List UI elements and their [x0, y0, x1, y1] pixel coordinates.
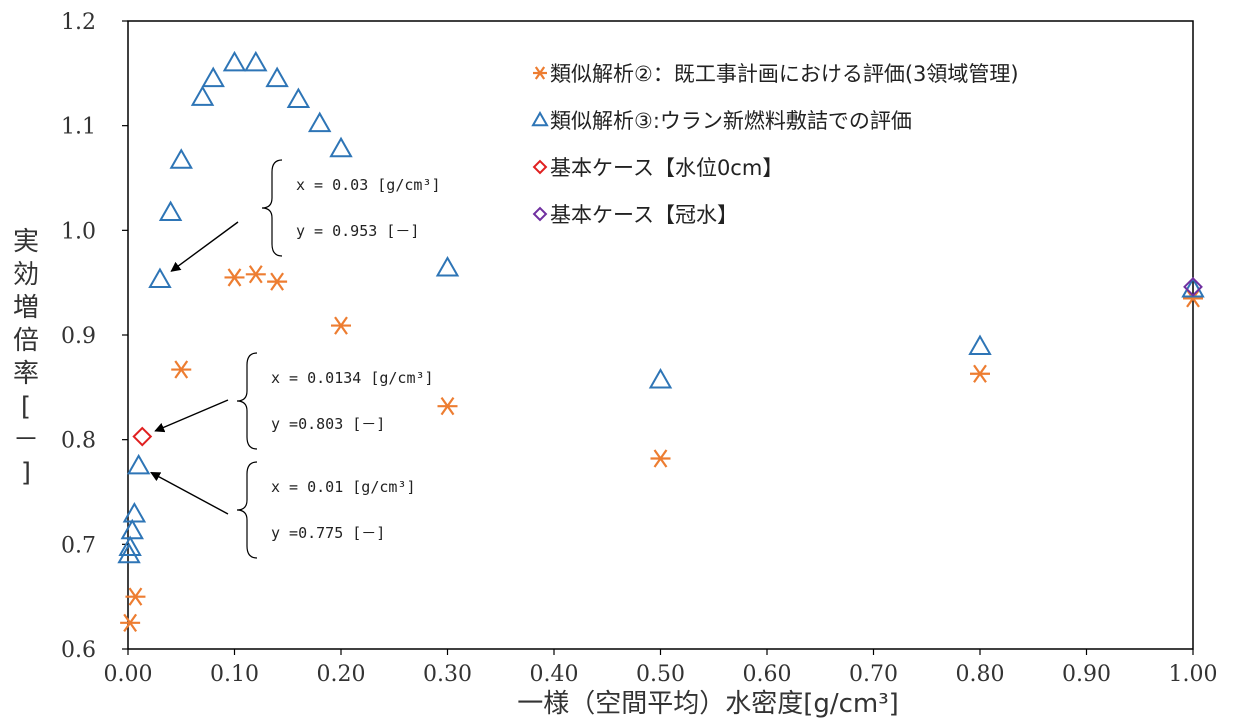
y-tick-label: 1.2: [61, 10, 96, 35]
legend-label: 基本ケース【冠水】: [550, 203, 738, 227]
data-point-diamond: [532, 206, 548, 222]
annotation-text: y = 0.953 [－]: [296, 222, 419, 240]
annotation: x = 0.03 [g/cm³] y = 0.953 [－]: [170, 159, 441, 272]
data-point-triangle: [307, 111, 332, 133]
data-point-triangle: [190, 85, 215, 106]
legend-label: 類似解析②：既工事計画における評価(3領域管理): [550, 62, 1019, 86]
x-tick-label: 0.30: [423, 662, 472, 687]
y-tick-label: 0.7: [61, 533, 96, 558]
y-tick-label: 1.0: [61, 219, 96, 244]
legend-entry: 類似解析②：既工事計画における評価(3領域管理): [533, 62, 1019, 86]
data-point-triangle: [244, 50, 268, 72]
y-tick-label: 0.8: [61, 429, 96, 454]
x-tick-label: 0.40: [530, 662, 579, 687]
data-point-triangle: [968, 334, 992, 356]
data-point-triangle: [118, 535, 142, 556]
series-diamond: [1183, 276, 1203, 297]
data-point-triangle: [158, 200, 183, 222]
annotation-text: y =0.775 [－]: [271, 524, 385, 542]
y-tick-label: 0.9: [61, 324, 96, 349]
series-asterisk: [120, 265, 1203, 632]
data-point-triangle: [148, 267, 172, 289]
x-tick-label: 0.20: [317, 662, 366, 687]
annotation-arrow: [170, 221, 239, 272]
annotation-layer: x = 0.03 [g/cm³] y = 0.953 [－] x = 0.0134 …: [150, 159, 441, 559]
data-point-asterisk: [125, 587, 146, 606]
data-point-asterisk: [437, 397, 458, 416]
series-triangle: [117, 50, 1205, 564]
x-axis-ticks: 0.00 0.10 0.20 0.30 0.40 0.50 0.60 0.70 0.80 0.90…: [104, 649, 1218, 687]
legend-entry: 基本ケース【水位0cm】: [532, 156, 783, 180]
legend-entry: 基本ケース【冠水】: [532, 203, 738, 227]
legend: 類似解析②：既工事計画における評価(3領域管理) 類似解析③:ウラン新燃料敷詰での…: [531, 62, 1019, 227]
y-axis-title: 実効増倍率[－]: [13, 227, 39, 488]
data-point-triangle: [286, 87, 311, 108]
data-point-triangle: [120, 518, 144, 540]
data-point-triangle: [435, 255, 460, 277]
y-axis-ticks: 0.6 0.7 0.8 0.9 1.0 1.1 1.2: [61, 10, 128, 663]
data-point-asterisk: [267, 272, 288, 291]
legend-entry: 類似解析③:ウラン新燃料敷詰での評価: [531, 109, 912, 133]
data-point-diamond: [132, 426, 153, 447]
annotation-arrow: [150, 471, 229, 515]
data-point-triangle: [648, 367, 673, 389]
x-tick-label: 1.00: [1169, 662, 1218, 687]
data-point-asterisk: [533, 66, 547, 80]
data-point-diamond: [532, 159, 548, 175]
data-point-asterisk: [245, 265, 266, 284]
legend-label: 基本ケース【水位0cm】: [550, 156, 783, 180]
legend-label: 類似解析③:ウラン新燃料敷詰での評価: [550, 109, 912, 133]
data-point-triangle: [201, 66, 225, 88]
data-point-triangle: [117, 542, 141, 564]
x-tick-label: 0.60: [743, 662, 792, 687]
x-tick-label: 0.70: [849, 662, 898, 687]
data-point-triangle: [126, 453, 151, 475]
data-point-asterisk: [970, 364, 990, 383]
annotation: x = 0.01 [g/cm³] y =0.775 [－]: [150, 461, 416, 559]
annotation-brace: [236, 461, 258, 559]
annotation-text: x = 0.0134 [g/cm³]: [271, 369, 434, 387]
data-point-triangle: [531, 110, 549, 127]
annotation-text: x = 0.01 [g/cm³]: [271, 478, 416, 496]
x-tick-label: 0.90: [1062, 662, 1111, 687]
annotation-brace: [236, 352, 258, 450]
x-tick-label: 0.80: [956, 662, 1005, 687]
annotation-text: y =0.803 [－]: [271, 415, 385, 433]
data-point-asterisk: [224, 268, 245, 287]
annotation-text: x = 0.03 [g/cm³]: [296, 176, 441, 194]
data-point-triangle: [265, 66, 289, 88]
y-axis-title-text: 実効増倍率[－]: [13, 227, 39, 488]
data-point-asterisk: [650, 449, 671, 468]
x-axis-title: 一様（空間平均）水密度[g/cm³]: [517, 689, 899, 719]
annotation-arrow: [154, 399, 229, 433]
x-tick-label: 0.00: [104, 662, 153, 687]
data-point-asterisk: [331, 316, 351, 335]
data-point-triangle: [122, 501, 147, 523]
annotation-brace: [261, 159, 283, 257]
data-point-asterisk: [171, 360, 192, 379]
x-tick-label: 0.50: [636, 662, 685, 687]
data-point-diamond: [1183, 276, 1203, 297]
data-point-triangle: [169, 148, 193, 169]
data-point-triangle: [329, 136, 353, 158]
series-layer: [117, 50, 1205, 632]
data-point-triangle: [222, 50, 247, 72]
series-diamond: [132, 426, 153, 447]
x-tick-label: 0.10: [210, 662, 259, 687]
y-tick-label: 1.1: [61, 115, 96, 140]
y-tick-label: 0.6: [61, 638, 96, 663]
data-point-asterisk: [120, 613, 141, 632]
annotation: x = 0.0134 [g/cm³] y =0.803 [－]: [154, 352, 434, 450]
